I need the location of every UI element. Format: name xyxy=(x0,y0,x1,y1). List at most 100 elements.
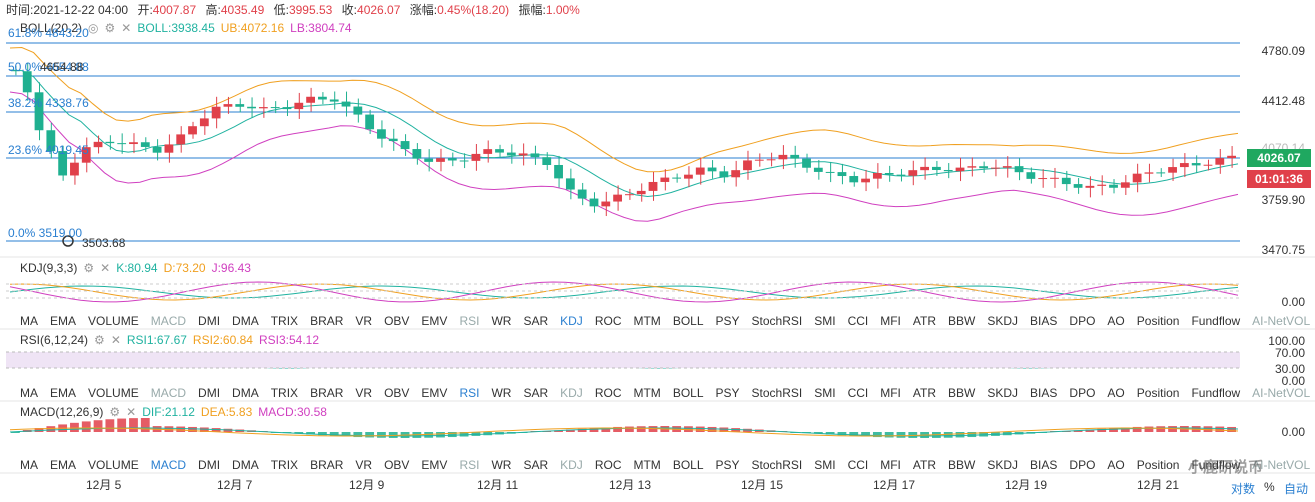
tab-roc[interactable]: ROC xyxy=(594,386,622,400)
percent-scale-toggle[interactable]: % xyxy=(1264,480,1275,494)
tab-psy[interactable]: PSY xyxy=(715,386,740,400)
tab-dma[interactable]: DMA xyxy=(232,458,259,472)
tab-mfi[interactable]: MFI xyxy=(880,314,901,328)
tab-ema[interactable]: EMA xyxy=(50,314,77,328)
tab-kdj[interactable]: KDJ xyxy=(560,458,583,472)
tab-mfi[interactable]: MFI xyxy=(880,458,901,472)
gear-icon[interactable]: ⚙ xyxy=(94,333,105,347)
tab-stochrsi[interactable]: StochRSI xyxy=(751,314,803,328)
tab-dmi[interactable]: DMI xyxy=(198,314,221,328)
tab-boll[interactable]: BOLL xyxy=(672,458,704,472)
tab-atr[interactable]: ATR xyxy=(912,386,937,400)
tab-brar[interactable]: BRAR xyxy=(310,386,344,400)
tab-skdj[interactable]: SKDJ xyxy=(987,458,1019,472)
gear-icon[interactable]: ⚙ xyxy=(83,261,95,275)
tab-vr[interactable]: VR xyxy=(355,458,373,472)
close-icon[interactable]: ✕ xyxy=(110,333,121,347)
gear-icon[interactable]: ⚙ xyxy=(109,405,121,419)
tab-bbw[interactable]: BBW xyxy=(948,314,976,328)
tab-smi[interactable]: SMI xyxy=(814,458,836,472)
tab-roc[interactable]: ROC xyxy=(594,314,622,328)
tab-skdj[interactable]: SKDJ xyxy=(987,386,1019,400)
tab-position[interactable]: Position xyxy=(1136,314,1180,328)
tab-mtm[interactable]: MTM xyxy=(633,314,661,328)
tab-trix[interactable]: TRIX xyxy=(270,458,299,472)
tab-obv[interactable]: OBV xyxy=(384,458,410,472)
tab-emv[interactable]: EMV xyxy=(421,314,448,328)
tab-vr[interactable]: VR xyxy=(355,314,373,328)
tab-fundflow[interactable]: Fundflow xyxy=(1191,458,1241,472)
tab-volume[interactable]: VOLUME xyxy=(88,314,139,328)
tab-ai-netvol[interactable]: AI-NetVOL xyxy=(1252,386,1311,400)
tab-ema[interactable]: EMA xyxy=(50,458,77,472)
tab-smi[interactable]: SMI xyxy=(814,386,836,400)
tab-position[interactable]: Position xyxy=(1136,458,1180,472)
tab-dpo[interactable]: DPO xyxy=(1069,314,1096,328)
tab-dma[interactable]: DMA xyxy=(232,386,259,400)
tab-sar[interactable]: SAR xyxy=(523,386,549,400)
tab-mtm[interactable]: MTM xyxy=(633,386,661,400)
close-icon[interactable]: ✕ xyxy=(126,405,137,419)
tab-bias[interactable]: BIAS xyxy=(1030,458,1058,472)
tab-stochrsi[interactable]: StochRSI xyxy=(751,386,803,400)
close-icon[interactable]: ✕ xyxy=(100,261,111,275)
close-icon[interactable]: ✕ xyxy=(121,21,132,35)
tab-psy[interactable]: PSY xyxy=(715,458,740,472)
tab-cci[interactable]: CCI xyxy=(847,314,869,328)
tab-mfi[interactable]: MFI xyxy=(880,386,901,400)
tab-atr[interactable]: ATR xyxy=(912,458,937,472)
tab-ao[interactable]: AO xyxy=(1107,458,1125,472)
tab-trix[interactable]: TRIX xyxy=(270,386,299,400)
tab-rsi[interactable]: RSI xyxy=(459,386,480,400)
tab-boll[interactable]: BOLL xyxy=(672,386,704,400)
tab-brar[interactable]: BRAR xyxy=(310,314,344,328)
tab-rsi[interactable]: RSI xyxy=(459,314,480,328)
tab-emv[interactable]: EMV xyxy=(421,458,448,472)
tab-vr[interactable]: VR xyxy=(355,386,373,400)
tab-ema[interactable]: EMA xyxy=(50,386,77,400)
tab-kdj[interactable]: KDJ xyxy=(560,314,583,328)
tab-volume[interactable]: VOLUME xyxy=(88,458,139,472)
gear-icon[interactable]: ⚙ xyxy=(104,21,116,35)
tab-fundflow[interactable]: Fundflow xyxy=(1191,386,1241,400)
tab-wr[interactable]: WR xyxy=(491,314,512,328)
tab-macd[interactable]: MACD xyxy=(150,314,187,328)
tab-emv[interactable]: EMV xyxy=(421,386,448,400)
eye-icon[interactable]: ◎ xyxy=(88,21,99,35)
auto-scale-toggle[interactable]: 自动 xyxy=(1284,482,1309,496)
tab-mtm[interactable]: MTM xyxy=(633,458,661,472)
tab-dpo[interactable]: DPO xyxy=(1069,458,1096,472)
tab-position[interactable]: Position xyxy=(1136,386,1180,400)
tab-cci[interactable]: CCI xyxy=(847,386,869,400)
tab-ma[interactable]: MA xyxy=(20,386,38,400)
tab-trix[interactable]: TRIX xyxy=(270,314,299,328)
tab-wr[interactable]: WR xyxy=(491,386,512,400)
tab-ma[interactable]: MA xyxy=(20,314,38,328)
tab-boll[interactable]: BOLL xyxy=(672,314,704,328)
tab-bbw[interactable]: BBW xyxy=(948,386,976,400)
tab-atr[interactable]: ATR xyxy=(912,314,937,328)
tab-volume[interactable]: VOLUME xyxy=(88,386,139,400)
log-scale-toggle[interactable]: 对数 xyxy=(1231,482,1256,496)
tab-macd[interactable]: MACD xyxy=(150,458,187,472)
tab-sar[interactable]: SAR xyxy=(523,458,549,472)
tab-bias[interactable]: BIAS xyxy=(1030,314,1058,328)
tab-bias[interactable]: BIAS xyxy=(1030,386,1058,400)
tab-dmi[interactable]: DMI xyxy=(198,458,221,472)
tab-sar[interactable]: SAR xyxy=(523,314,549,328)
tab-cci[interactable]: CCI xyxy=(847,458,869,472)
tab-psy[interactable]: PSY xyxy=(715,314,740,328)
tab-smi[interactable]: SMI xyxy=(814,314,836,328)
tab-dpo[interactable]: DPO xyxy=(1069,386,1096,400)
tab-roc[interactable]: ROC xyxy=(594,458,622,472)
tab-rsi[interactable]: RSI xyxy=(459,458,480,472)
tab-brar[interactable]: BRAR xyxy=(310,458,344,472)
tab-ai-netvol[interactable]: AI-NetVOL xyxy=(1252,458,1311,472)
tab-macd[interactable]: MACD xyxy=(150,386,187,400)
tab-wr[interactable]: WR xyxy=(491,458,512,472)
tab-obv[interactable]: OBV xyxy=(384,386,410,400)
tab-ao[interactable]: AO xyxy=(1107,314,1125,328)
tab-dma[interactable]: DMA xyxy=(232,314,259,328)
tab-ma[interactable]: MA xyxy=(20,458,38,472)
